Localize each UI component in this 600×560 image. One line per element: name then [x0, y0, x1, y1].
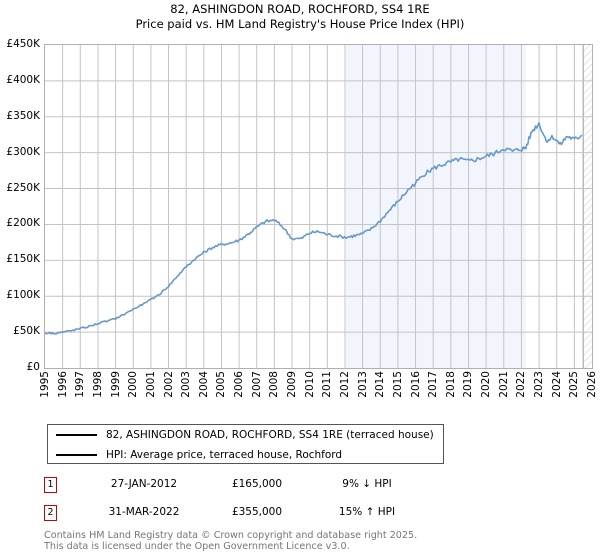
transaction-marker-1: 1: [44, 477, 57, 493]
x-tick-label: 2017: [427, 371, 440, 398]
y-tick-label: £100K: [6, 289, 40, 302]
title-address: 82, ASHINGDON ROAD, ROCHFORD, SS4 1RE: [170, 2, 430, 16]
x-tick-label: 2014: [374, 371, 387, 398]
title-subtitle: Price paid vs. HM Land Registry's House …: [135, 17, 465, 31]
footer-line-2: This data is licensed under the Open Gov…: [44, 541, 350, 552]
x-tick-label: 2004: [197, 371, 210, 398]
x-tick-label: 1997: [74, 371, 87, 398]
x-tick-label: 2003: [180, 371, 193, 398]
x-tick-label: 2015: [391, 371, 404, 398]
y-tick-label: £300K: [6, 145, 40, 158]
x-tick-label: 2007: [250, 371, 263, 398]
x-tick-label: 2024: [550, 371, 563, 398]
y-tick-label: £200K: [6, 217, 40, 230]
transaction-row-1: 1 27-JAN-2012 £165,000 9% ↓ HPI: [44, 477, 444, 497]
legend-label-price-paid: 82, ASHINGDON ROAD, ROCHFORD, SS4 1RE (t…: [106, 429, 434, 441]
x-tick-label: 2001: [144, 371, 157, 398]
footer-line-1: Contains HM Land Registry data © Crown c…: [44, 530, 418, 541]
x-tick-label: 1996: [56, 371, 69, 398]
y-tick-label: £50K: [13, 325, 40, 338]
x-tick-label: 2005: [215, 371, 228, 398]
y-tick-label: £250K: [6, 181, 40, 194]
x-tick-label: 2019: [462, 371, 475, 398]
x-tick-label: 2011: [321, 371, 334, 398]
legend-swatch-price-paid: [56, 434, 97, 436]
x-tick-label: 2008: [268, 371, 281, 398]
x-tick-label: 2012: [338, 371, 351, 398]
series-lines: [45, 45, 592, 368]
footer-attribution: Contains HM Land Registry data © Crown c…: [44, 530, 584, 552]
y-tick-label: £150K: [6, 253, 40, 266]
x-tick-label: 2021: [497, 371, 510, 398]
transaction-date-2: 31-MAR-2022: [108, 506, 180, 518]
transaction-price-2: £355,000: [231, 506, 283, 518]
x-tick-label: 2010: [303, 371, 316, 398]
x-tick-label: 2023: [533, 371, 546, 398]
x-tick-label: 2025: [568, 371, 581, 398]
legend-item-price-paid: 82, ASHINGDON ROAD, ROCHFORD, SS4 1RE (t…: [48, 425, 443, 445]
x-tick-label: 1999: [109, 371, 122, 398]
x-tick-label: 2026: [586, 371, 598, 398]
y-axis-labels: £0 £50K £100K £150K £200K £250K £300K £350K £400…: [0, 39, 40, 373]
x-tick-label: 1995: [39, 371, 51, 398]
x-tick-label: 1998: [91, 371, 104, 398]
y-tick-label: £450K: [6, 38, 40, 50]
transaction-row-2: 2 31-MAR-2022 £355,000 15% ↑ HPI: [44, 505, 444, 525]
x-tick-label: 2018: [444, 371, 457, 398]
chart-plot-area: [44, 44, 593, 369]
legend-swatch-hpi: [56, 454, 97, 456]
x-tick-label: 2016: [409, 371, 422, 398]
x-tick-label: 2000: [127, 371, 140, 398]
y-tick-label: £350K: [6, 109, 40, 122]
transaction-hpi-delta-2: 15% ↑ HPI: [338, 506, 396, 518]
transaction-price-1: £165,000: [231, 478, 283, 490]
chart-legend: 82, ASHINGDON ROAD, ROCHFORD, SS4 1RE (t…: [47, 424, 444, 464]
x-tick-label: 2002: [162, 371, 175, 398]
shaded-bands: [346, 45, 592, 368]
x-tick-label: 2006: [233, 371, 246, 398]
legend-item-hpi: HPI: Average price, terraced house, Roch…: [48, 445, 443, 465]
x-axis-labels: 1995 1996 1997 1998 1999 2000 2001 2002 2003 2004…: [39, 371, 598, 413]
x-tick-label: 2022: [515, 371, 528, 398]
y-tick-label: £0: [26, 361, 40, 373]
x-tick-label: 2013: [356, 371, 369, 398]
transaction-date-1: 27-JAN-2012: [110, 478, 178, 490]
transaction-marker-2: 2: [44, 505, 57, 521]
x-tick-label: 2009: [286, 371, 299, 398]
transaction-hpi-delta-1: 9% ↓ HPI: [342, 478, 392, 490]
legend-label-hpi: HPI: Average price, terraced house, Roch…: [106, 449, 343, 461]
y-tick-label: £400K: [6, 73, 40, 86]
grid-lines: [45, 45, 592, 368]
page-title: 82, ASHINGDON ROAD, ROCHFORD, SS4 1RE Pr…: [0, 2, 600, 32]
x-tick-label: 2020: [480, 371, 493, 398]
